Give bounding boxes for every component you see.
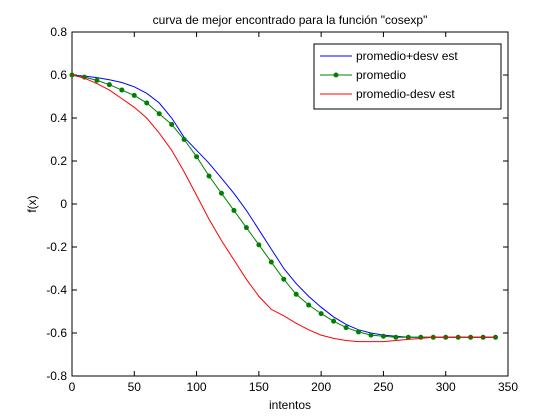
data-point — [144, 100, 150, 106]
y-tick-label: -0.4 — [46, 283, 67, 297]
data-point — [405, 334, 411, 340]
data-point — [106, 82, 112, 88]
legend-entry: promedio-desv est — [356, 87, 455, 101]
chart-title: curva de mejor encontrado para la funció… — [153, 13, 428, 27]
legend-entry: promedio+desv est — [356, 49, 458, 63]
data-point — [169, 121, 175, 127]
data-point — [281, 276, 287, 282]
legend-box — [313, 43, 502, 110]
x-tick-label: 300 — [436, 380, 456, 394]
x-tick-label: 350 — [498, 380, 518, 394]
axis-ticks: 0 50 100 150 200 250 300 350 -0.8 -0.6 -0.4 -0.2 0 0.… — [46, 25, 518, 394]
y-tick-label: -0.6 — [46, 326, 67, 340]
x-tick-label: 0 — [69, 380, 76, 394]
y-tick-label: 0.6 — [50, 68, 67, 82]
data-point — [119, 87, 125, 93]
data-point — [206, 173, 212, 179]
data-point — [243, 225, 249, 231]
series-layer — [69, 72, 499, 343]
data-point — [94, 77, 100, 83]
data-point — [331, 318, 337, 324]
data-point — [318, 311, 324, 317]
y-tick-label: 0.4 — [50, 111, 67, 125]
data-point — [343, 325, 349, 331]
data-point — [181, 137, 187, 142]
x-axis-label: intentos — [269, 398, 311, 412]
series-line-2 — [71, 74, 496, 343]
data-point — [194, 154, 200, 160]
y-axis-label: f(x) — [25, 195, 39, 212]
x-tick-label: 100 — [187, 380, 207, 394]
data-point — [131, 92, 137, 98]
data-point — [231, 207, 237, 213]
data-point — [268, 259, 274, 265]
data-point — [380, 333, 386, 339]
y-tick-label: -0.8 — [46, 369, 67, 383]
data-point — [293, 291, 299, 297]
data-point — [306, 302, 312, 308]
data-point — [156, 111, 162, 117]
data-point — [393, 334, 399, 340]
legend-marker — [333, 72, 339, 78]
y-tick-label: 0.8 — [50, 25, 67, 39]
legend: promedio+desv est promedio promedio-desv e… — [313, 43, 502, 110]
y-tick-label: 0.2 — [50, 154, 67, 168]
data-point — [256, 242, 262, 248]
data-point — [356, 329, 362, 335]
data-point — [368, 332, 374, 338]
x-tick-label: 200 — [311, 380, 331, 394]
x-tick-label: 150 — [249, 380, 269, 394]
x-tick-label: 50 — [128, 380, 142, 394]
data-point — [218, 190, 224, 196]
legend-entry: promedio — [356, 68, 406, 82]
y-tick-label: 0 — [60, 197, 67, 211]
x-tick-label: 250 — [373, 380, 393, 394]
y-tick-label: -0.2 — [46, 240, 67, 254]
